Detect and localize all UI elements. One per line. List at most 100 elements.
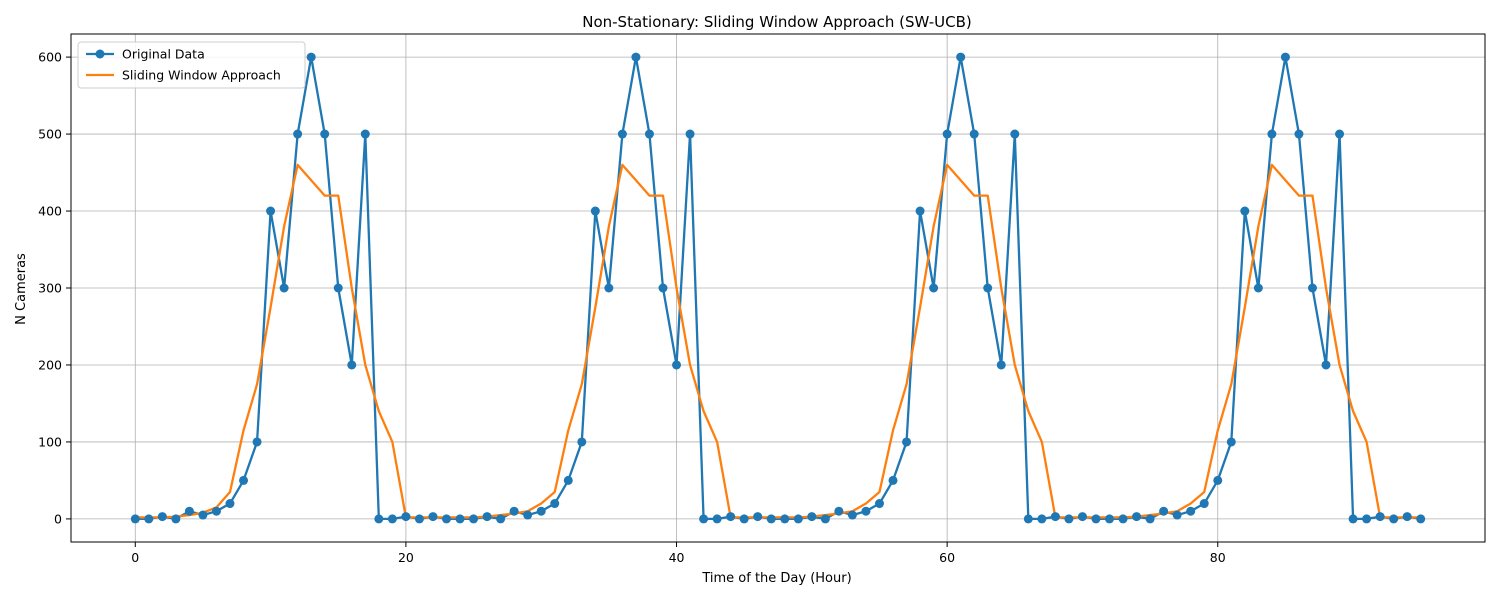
data-point <box>996 360 1006 370</box>
data-point <box>1280 52 1290 62</box>
data-point <box>672 360 682 370</box>
y-tick-label: 200 <box>38 357 62 372</box>
data-point <box>198 510 208 520</box>
data-point <box>658 283 668 293</box>
data-point <box>1402 512 1412 522</box>
data-point <box>333 283 343 293</box>
data-point <box>644 129 654 139</box>
data-point <box>1362 514 1372 524</box>
data-point <box>1335 129 1345 139</box>
data-point <box>144 514 154 524</box>
series-line-1 <box>135 163 1421 519</box>
data-point <box>482 512 492 522</box>
data-point <box>252 437 262 447</box>
data-point <box>1253 283 1263 293</box>
data-point <box>239 475 249 485</box>
x-tick-label: 40 <box>669 550 685 565</box>
data-point <box>225 499 235 509</box>
data-point <box>956 52 966 62</box>
data-point <box>929 283 939 293</box>
data-point <box>496 514 506 524</box>
data-point <box>712 514 722 524</box>
x-axis-label: Time of the Day (Hour) <box>701 571 851 586</box>
data-point <box>211 506 221 516</box>
data-point <box>279 283 289 293</box>
data-point <box>306 52 316 62</box>
data-point <box>604 283 614 293</box>
data-point <box>1077 512 1087 522</box>
series-layer <box>130 52 1426 524</box>
data-point <box>1226 437 1236 447</box>
data-point <box>469 514 479 524</box>
data-point <box>1105 514 1115 524</box>
data-point <box>1145 514 1155 524</box>
x-tick-label: 60 <box>939 550 955 565</box>
data-point <box>1348 514 1358 524</box>
chart-title: Non-Stationary: Sliding Window Approach … <box>582 13 972 31</box>
data-point <box>753 512 763 522</box>
x-tick-label: 20 <box>398 550 414 565</box>
data-point <box>1321 360 1331 370</box>
data-point <box>293 129 303 139</box>
data-point <box>969 129 979 139</box>
data-point <box>455 514 465 524</box>
x-tick-label: 80 <box>1210 550 1226 565</box>
y-axis-label: N Cameras <box>14 253 29 325</box>
data-point <box>320 129 330 139</box>
y-tick-label: 300 <box>38 281 62 296</box>
data-point <box>1010 129 1020 139</box>
data-point <box>130 514 140 524</box>
data-point <box>1050 512 1060 522</box>
data-point <box>847 510 857 520</box>
data-point <box>441 514 451 524</box>
data-point <box>414 514 424 524</box>
legend-marker-original <box>95 49 105 59</box>
legend-label-sliding: Sliding Window Approach <box>122 68 281 83</box>
data-point <box>983 283 993 293</box>
x-tick-label: 0 <box>131 550 139 565</box>
data-point <box>428 512 438 522</box>
data-point <box>157 512 167 522</box>
data-point <box>590 206 600 216</box>
data-point <box>861 506 871 516</box>
data-point <box>1267 129 1277 139</box>
data-point <box>685 129 695 139</box>
data-point <box>266 206 276 216</box>
y-axis: 0 100 200 300 400 500 600 <box>38 50 71 526</box>
data-point <box>739 514 749 524</box>
data-point <box>1389 514 1399 524</box>
y-tick-label: 600 <box>38 50 62 65</box>
data-point <box>1213 475 1223 485</box>
data-point <box>374 514 384 524</box>
data-point <box>834 506 844 516</box>
data-point <box>1307 283 1317 293</box>
y-tick-label: 500 <box>38 127 62 142</box>
data-point <box>915 206 925 216</box>
data-point <box>1064 514 1074 524</box>
data-point <box>1037 514 1047 524</box>
data-point <box>401 512 411 522</box>
data-point <box>631 52 641 62</box>
data-point <box>1159 506 1169 516</box>
data-point <box>1416 514 1426 524</box>
data-point <box>347 360 357 370</box>
data-point <box>577 437 587 447</box>
data-point <box>1199 499 1209 509</box>
data-point <box>171 514 181 524</box>
data-point <box>360 129 370 139</box>
data-point <box>1294 129 1304 139</box>
data-point <box>874 499 884 509</box>
legend-box <box>77 41 306 89</box>
data-point <box>942 129 952 139</box>
data-point <box>1118 514 1128 524</box>
data-point <box>1375 512 1385 522</box>
data-point <box>617 129 627 139</box>
x-axis: 0 20 40 60 80 <box>131 542 1226 565</box>
data-point <box>793 514 803 524</box>
data-point <box>184 506 194 516</box>
legend: Original Data Sliding Window Approach <box>77 41 306 89</box>
data-point <box>820 514 830 524</box>
y-tick-label: 0 <box>54 511 62 526</box>
data-point <box>766 514 776 524</box>
data-point <box>1186 506 1196 516</box>
